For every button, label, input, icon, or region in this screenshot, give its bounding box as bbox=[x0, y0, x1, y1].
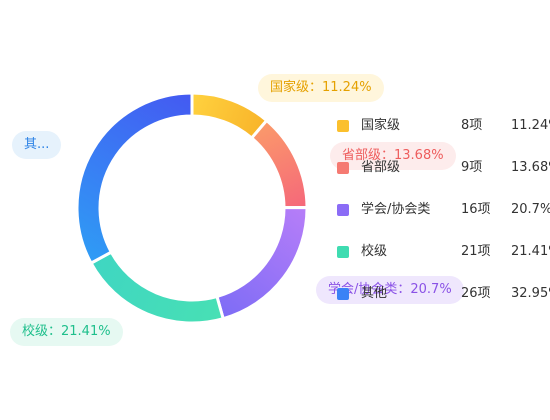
legend-name: 国家级 bbox=[361, 118, 401, 133]
legend-swatch bbox=[337, 246, 349, 258]
legend-percent: 13.68% bbox=[511, 160, 550, 175]
legend-name: 学会/协会类 bbox=[361, 202, 431, 217]
legend-percent: 20.7% bbox=[511, 202, 550, 217]
legend-swatch bbox=[337, 120, 349, 132]
legend-item-guojia[interactable]: 国家级 8项 11.24% bbox=[337, 116, 550, 136]
donut-slice-guojia[interactable] bbox=[190, 91, 269, 141]
legend-swatch bbox=[337, 204, 349, 216]
legend-item-shengbu[interactable]: 省部级 9项 13.68% bbox=[337, 158, 550, 178]
slice-label-xiaoji: 校级：21.41% bbox=[10, 318, 123, 346]
legend-percent: 11.24% bbox=[511, 118, 550, 133]
legend-swatch bbox=[337, 162, 349, 174]
legend-count: 9项 bbox=[461, 160, 483, 175]
legend-count: 26项 bbox=[461, 286, 491, 301]
legend-name: 校级 bbox=[361, 244, 388, 259]
legend-name: 省部级 bbox=[361, 160, 401, 175]
slice-label-shengbu: 省部级：13.68% bbox=[330, 142, 456, 170]
legend-count: 16项 bbox=[461, 202, 491, 217]
legend-count: 8项 bbox=[461, 118, 483, 133]
legend-item-qita[interactable]: 其他 26项 32.95% bbox=[337, 284, 550, 304]
legend-percent: 21.41% bbox=[511, 244, 550, 259]
donut-slice-qita[interactable] bbox=[75, 91, 194, 266]
legend-percent: 32.95% bbox=[511, 286, 550, 301]
donut-slice-xiaoji[interactable] bbox=[89, 250, 226, 325]
donut-slice-xuehui[interactable] bbox=[215, 205, 309, 321]
donut-slice-shengbu[interactable] bbox=[249, 118, 309, 210]
legend-swatch bbox=[337, 288, 349, 300]
legend-item-xuehui[interactable]: 学会/协会类 16项 20.7% bbox=[337, 200, 550, 220]
slice-label-qita: 其... bbox=[12, 131, 62, 159]
legend-name: 其他 bbox=[361, 286, 388, 301]
legend-item-xiaoji[interactable]: 校级 21项 21.41% bbox=[337, 242, 550, 262]
slice-label-guojia: 国家级：11.24% bbox=[258, 74, 384, 102]
legend-count: 21项 bbox=[461, 244, 491, 259]
